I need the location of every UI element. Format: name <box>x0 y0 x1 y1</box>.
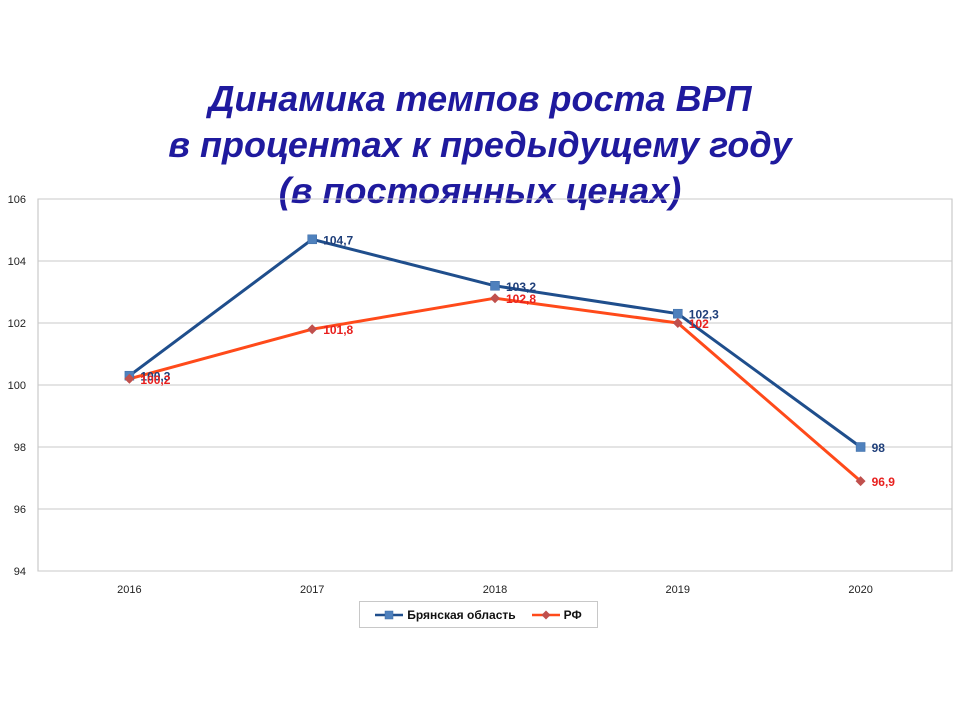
x-tick-label: 2016 <box>117 584 141 596</box>
legend-label-series-1: Брянская область <box>407 607 516 622</box>
series-line-2 <box>129 296 862 483</box>
legend-marker-square-icon <box>375 610 404 619</box>
title-line-1: Динамика темпов роста ВРП <box>208 78 752 119</box>
x-tick-label: 2017 <box>300 584 324 596</box>
legend-marker-diamond-icon <box>531 610 560 619</box>
data-point-square <box>673 308 683 319</box>
data-point-square <box>490 281 500 291</box>
data-label: 102,3 <box>689 308 719 322</box>
data-point-diamond <box>672 318 683 328</box>
data-label: 101,8 <box>323 323 353 337</box>
legend-item-series-1: Брянская область <box>375 607 516 622</box>
data-point-square <box>855 442 866 452</box>
data-point-square <box>307 234 317 245</box>
series-line-1 <box>128 237 862 449</box>
x-tick-label: 2020 <box>848 584 872 596</box>
legend-item-series-2: РФ <box>531 607 582 622</box>
data-label: 102 <box>689 317 709 331</box>
title-line-3: (в постоянных ценах) <box>278 170 682 211</box>
y-tick-label: 98 <box>14 442 26 454</box>
y-tick-label: 104 <box>8 256 26 268</box>
x-tick-label: 2018 <box>483 584 507 596</box>
data-point-diamond <box>124 373 135 384</box>
y-tick-label: 96 <box>14 504 26 516</box>
y-tick-label: 100 <box>8 380 26 392</box>
data-label: 98 <box>872 441 886 455</box>
data-label: 96,9 <box>872 475 896 489</box>
data-label: 102,8 <box>506 292 536 306</box>
data-point-diamond <box>855 476 866 487</box>
legend-label-series-2: РФ <box>563 607 582 622</box>
y-tick-label: 102 <box>8 318 26 330</box>
y-tick-label: 94 <box>14 566 26 578</box>
y-tick-label: 106 <box>8 194 26 206</box>
chart-title: Динамика темпов роста ВРП в процентах к … <box>80 76 880 214</box>
x-tick-label: 2019 <box>666 584 690 596</box>
data-label: 100,2 <box>140 373 170 387</box>
title-line-2: в процентах к предыдущему году <box>168 124 792 165</box>
data-label: 104,7 <box>323 233 353 247</box>
data-point-diamond <box>490 293 500 304</box>
data-label: 103,2 <box>506 280 536 294</box>
legend: Брянская область РФ <box>359 601 598 628</box>
data-point-diamond <box>307 324 318 335</box>
data-label: 100,3 <box>140 370 170 384</box>
